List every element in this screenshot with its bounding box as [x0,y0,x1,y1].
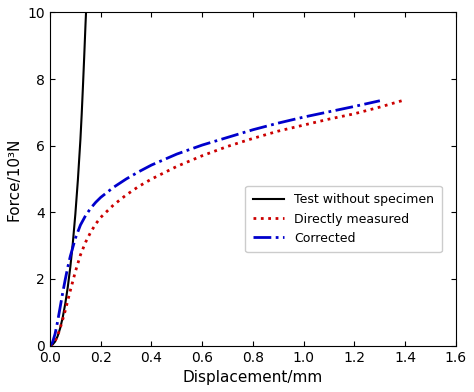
Test without specimen [50,342,55,347]
Corrected [65,265,71,270]
Test without specimen [80,83,86,88]
Corrected [47,343,53,348]
Corrected [174,152,180,156]
Corrected [301,115,307,120]
Corrected [52,332,58,336]
Directly measured [352,111,357,116]
Test without specimen [79,112,84,116]
Directly measured [52,339,58,343]
Directly measured [60,317,65,322]
Corrected [225,135,230,140]
Test without specimen [82,53,87,58]
Directly measured [326,117,332,122]
Directly measured [98,215,104,220]
Corrected [67,254,73,259]
Corrected [250,127,256,132]
Corrected [57,305,63,310]
Corrected [88,206,93,211]
Line: Corrected: Corrected [50,101,380,346]
Directly measured [63,308,68,313]
Directly measured [78,253,83,258]
Directly measured [225,144,230,149]
Test without specimen [63,301,68,306]
Corrected [98,195,104,200]
Test without specimen [47,343,53,348]
Test without specimen [78,137,83,142]
Test without specimen [67,265,73,270]
Test without specimen [52,339,58,344]
Test without specimen [57,326,63,331]
Directly measured [65,298,71,303]
Corrected [326,109,332,114]
Corrected [60,290,65,295]
Directly measured [301,123,307,127]
Corrected [55,319,61,324]
Corrected [73,236,78,241]
Directly measured [55,333,61,338]
Corrected [82,213,88,218]
Corrected [352,104,357,109]
Directly measured [73,269,78,274]
Line: Test without specimen: Test without specimen [50,0,87,346]
Test without specimen [48,343,54,348]
Test without specimen [55,334,61,339]
Test without specimen [75,177,81,182]
Corrected [200,143,205,147]
Corrected [110,185,116,190]
Directly measured [200,153,205,158]
Y-axis label: Force/10³N: Force/10³N [7,137,22,221]
Corrected [63,277,68,282]
Directly measured [88,230,93,235]
Directly measured [110,203,116,207]
Directly measured [57,326,63,331]
Corrected [275,121,281,125]
Legend: Test without specimen, Directly measured, Corrected: Test without specimen, Directly measured… [246,186,442,252]
Directly measured [250,136,256,141]
Corrected [136,169,142,174]
Test without specimen [82,22,88,26]
Directly measured [402,97,408,102]
Directly measured [67,288,73,293]
Corrected [93,200,99,205]
Corrected [50,340,55,345]
Test without specimen [73,212,78,216]
Directly measured [174,164,180,169]
Directly measured [136,184,142,189]
Directly measured [123,193,129,198]
Corrected [78,223,83,227]
Corrected [377,98,383,103]
X-axis label: Displacement/mm: Displacement/mm [183,370,323,385]
Directly measured [82,240,88,245]
Directly measured [93,221,99,226]
Directly measured [47,343,53,348]
Corrected [123,177,129,181]
Directly measured [377,105,383,109]
Directly measured [275,129,281,133]
Test without specimen [60,315,65,320]
Directly measured [149,177,155,181]
Test without specimen [65,285,71,290]
Corrected [149,163,155,167]
Directly measured [50,342,55,347]
Test without specimen [70,241,76,245]
Line: Directly measured: Directly measured [50,100,405,346]
